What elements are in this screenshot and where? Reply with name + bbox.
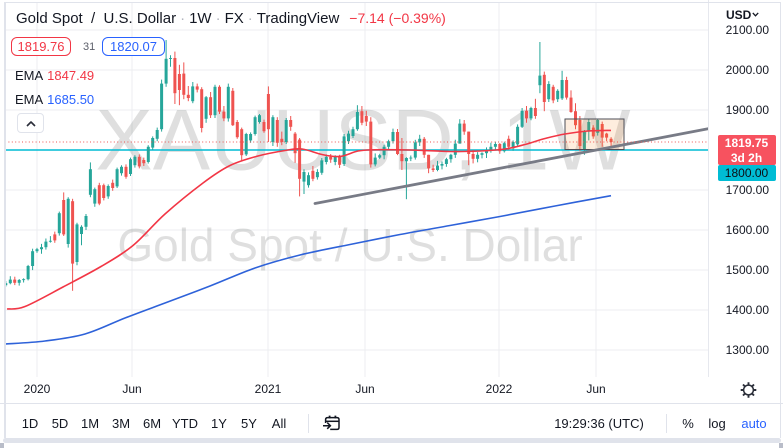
svg-text:XAUUSD, 1W: XAUUSD, 1W: [95, 93, 630, 189]
